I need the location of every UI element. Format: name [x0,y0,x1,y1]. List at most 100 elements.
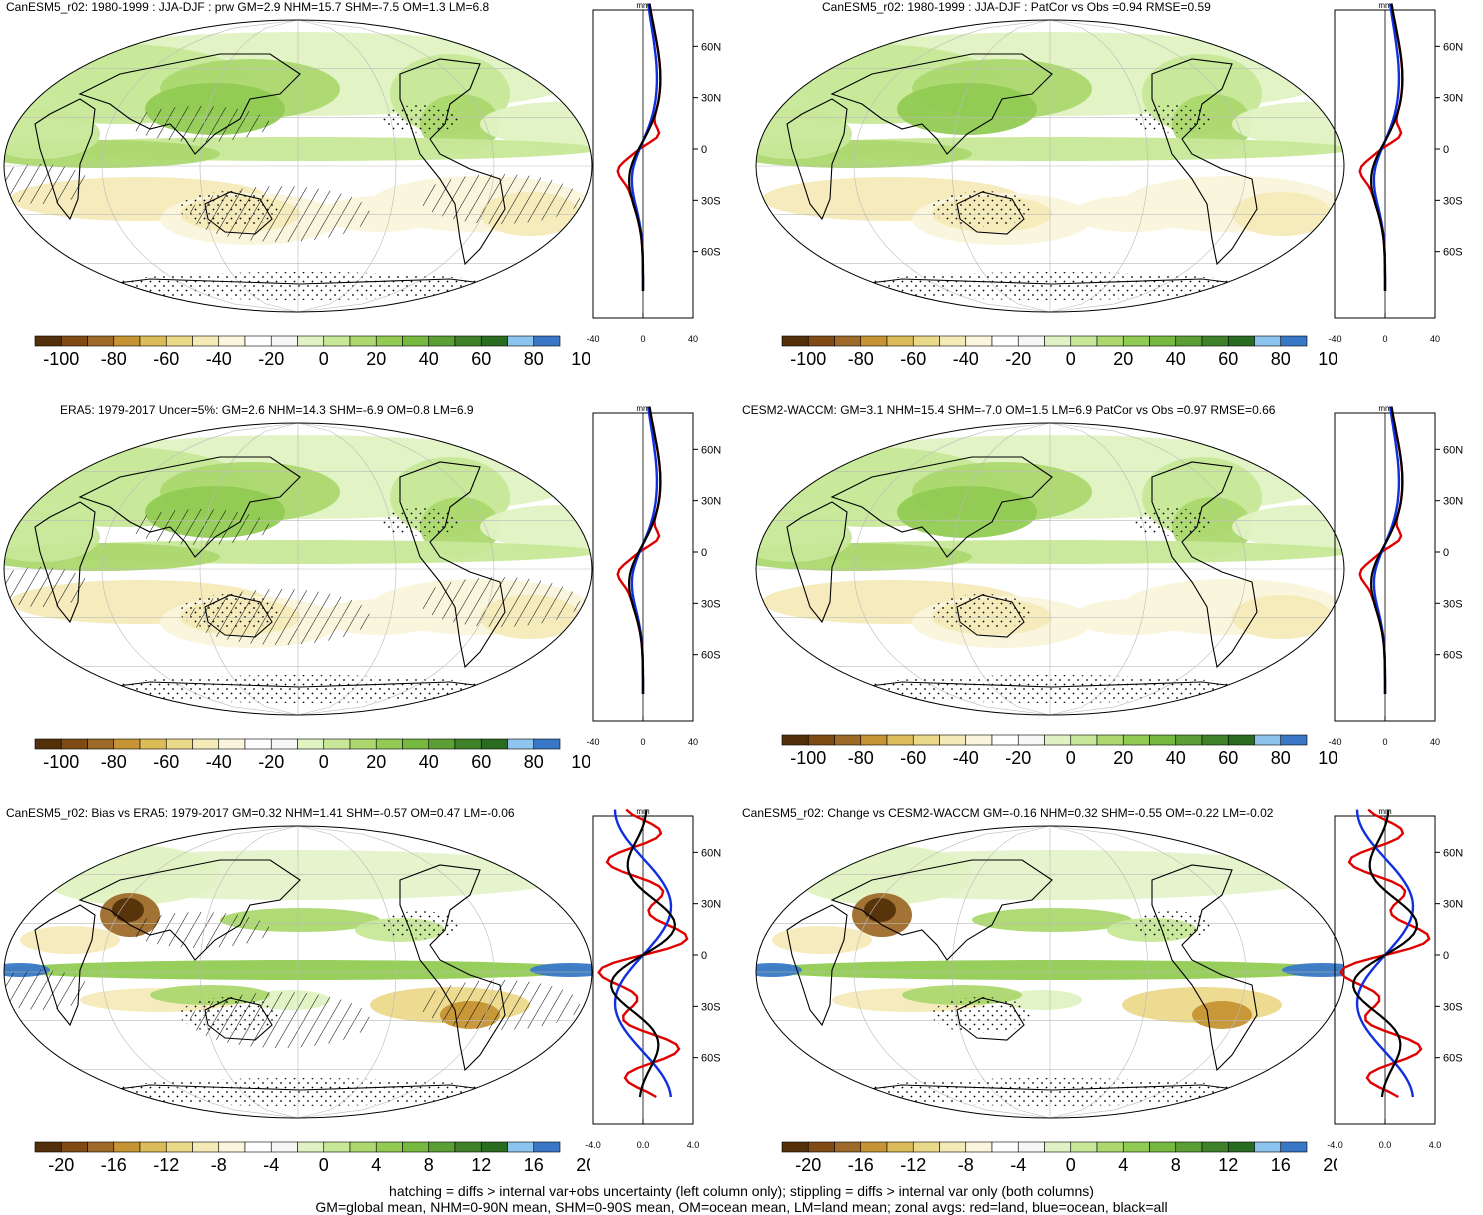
zonal-lat-label: 30N [1443,93,1463,105]
colorbar-p2: -100 -80 -60 -40 -20 0 20 40 60 80 100 [781,335,1337,369]
colorbar-swatch [1017,1141,1045,1153]
zonal-lat-label: 30S [1443,1001,1463,1013]
colorbar-swatch [87,738,115,750]
colorbar-swatch [1175,335,1203,347]
colorbar-swatch [886,1141,914,1153]
colorbar-swatch [1070,734,1098,746]
colorbar-swatch [1254,734,1282,746]
colorbar-label: -80 [848,349,874,369]
colorbar-swatch [912,734,940,746]
zonal-mean-p6: mm 60N 30N 0 30S 60S -4.0 0.0 4.0 [1327,807,1463,1150]
colorbar-swatch [402,738,430,750]
colorbar-label: -20 [795,1155,821,1175]
footer-line-1: hatching = diffs > internal var+obs unce… [389,1183,1094,1199]
colorbar-swatch [165,738,193,750]
map-p2 [755,19,1345,313]
colorbar-swatch [428,1141,456,1153]
colorbar-swatch [1201,1141,1229,1153]
colorbar-swatch [60,738,88,750]
colorbar-swatch [965,1141,993,1153]
zonal-lat-label: 60S [1443,650,1463,662]
colorbar-label: 4 [371,1155,381,1175]
colorbar-swatch [480,335,508,347]
colorbar-swatch [1227,734,1255,746]
colorbar-swatch [87,335,115,347]
colorbar-swatch [349,738,377,750]
colorbar-swatch [349,335,377,347]
panel-title: CanESM5_r02: Change vs CESM2-WACCM GM=-0… [742,806,1274,820]
colorbar-label: 20 [1323,1155,1337,1175]
colorbar-swatch [991,335,1019,347]
zonal-tick-label: 0 [640,737,645,747]
zonal-mean-p2: mm 60N 30N 0 30S 60S -40 0 40 [1328,1,1463,344]
colorbar-swatch [270,335,298,347]
colorbar-swatch [428,335,456,347]
zonal-unit-label: mm [1378,1,1392,10]
zonal-mean-p3: mm 60N 30N 0 30S 60S -40 0 40 [586,404,721,747]
colorbar-label: 40 [419,752,439,772]
colorbar-swatch [402,1141,430,1153]
colorbar-swatch [218,738,246,750]
panel-title: CanESM5_r02: 1980-1999 : JJA-DJF : prw G… [6,0,490,14]
zonal-lat-label: 60N [701,444,721,456]
colorbar-label: -60 [153,349,179,369]
colorbar-swatch [323,1141,351,1153]
colorbar-swatch [349,1141,377,1153]
zonal-tick-label: -4.0 [585,1140,601,1150]
colorbar-label: -80 [848,748,874,768]
colorbar-swatch [454,738,482,750]
colorbar-swatch [218,335,246,347]
colorbar-label: -100 [790,748,826,768]
colorbar-swatch [323,738,351,750]
colorbar-label: 12 [1218,1155,1238,1175]
colorbar-swatch [244,738,272,750]
zonal-lat-label: 60S [701,650,721,662]
colorbar-swatch [60,335,88,347]
colorbar-swatch [991,1141,1019,1153]
colorbar-swatch [1122,734,1150,746]
colorbar-swatch [1044,734,1072,746]
colorbar-swatch [113,335,141,347]
zonal-unit-label: mm [636,404,650,413]
colorbar-swatch [480,738,508,750]
colorbar-p4: -100 -80 -60 -40 -20 0 20 40 60 80 100 [781,734,1337,768]
colorbar-swatch [244,1141,272,1153]
colorbar-swatch [886,734,914,746]
panel-title: CanESM5_r02: Bias vs ERA5: 1979-2017 GM=… [6,806,515,820]
colorbar-swatch [912,1141,940,1153]
zonal-ocean-line [630,3,659,291]
colorbar-swatch [1227,335,1255,347]
colorbar-label: -80 [101,349,127,369]
colorbar-label: 80 [1271,748,1291,768]
zonal-lat-label: 0 [701,144,707,156]
map-p3 [3,422,593,716]
colorbar-label: 60 [1218,748,1238,768]
zonal-land-line [597,808,689,1099]
colorbar-swatch [323,335,351,347]
zonal-unit-label: mm [636,807,650,816]
colorbar-swatch [807,335,835,347]
colorbar-swatch [507,738,535,750]
zonal-tick-label: 0 [640,334,645,344]
zonal-lat-label: 30N [701,899,721,911]
colorbar-swatch [1149,734,1177,746]
colorbar-swatch [454,335,482,347]
colorbar-swatch [1122,1141,1150,1153]
zonal-lat-label: 60S [701,1053,721,1065]
colorbar-label: -16 [848,1155,874,1175]
panel-p5: CanESM5_r02: Bias vs ERA5: 1979-2017 GM=… [0,806,740,1186]
colorbar-label: -8 [211,1155,227,1175]
zonal-tick-label: -40 [586,334,599,344]
zonal-lat-label: 60S [701,247,721,259]
zonal-lat-label: 60S [1443,1053,1463,1065]
colorbar-swatch [113,1141,141,1153]
zonal-ocean-line [1372,3,1401,291]
colorbar-label: 20 [1113,748,1133,768]
colorbar-swatch [1201,734,1229,746]
colorbar-label: 8 [424,1155,434,1175]
colorbar-swatch [1149,335,1177,347]
colorbar-label: -8 [958,1155,974,1175]
colorbar-swatch [480,1141,508,1153]
colorbar-label: 100 [1318,748,1337,768]
colorbar-swatch [165,335,193,347]
